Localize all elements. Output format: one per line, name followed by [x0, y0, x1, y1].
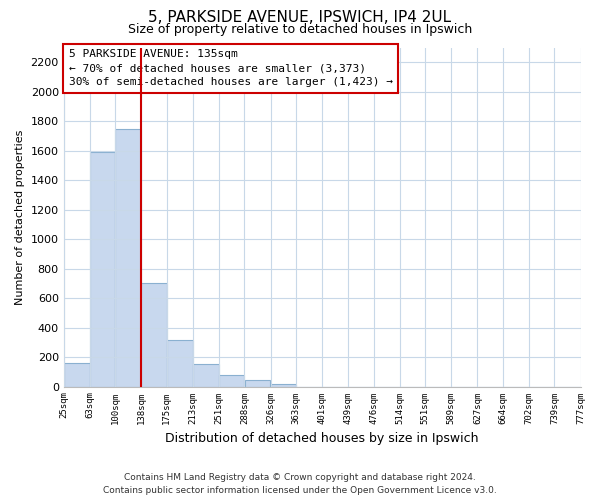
- Bar: [64, 363, 89, 386]
- Bar: [115, 128, 141, 386]
- Bar: [219, 375, 244, 386]
- Bar: [90, 152, 115, 386]
- Bar: [245, 380, 271, 386]
- Bar: [271, 384, 296, 386]
- Text: 5, PARKSIDE AVENUE, IPSWICH, IP4 2UL: 5, PARKSIDE AVENUE, IPSWICH, IP4 2UL: [148, 10, 452, 25]
- Text: Contains HM Land Registry data © Crown copyright and database right 2024.
Contai: Contains HM Land Registry data © Crown c…: [103, 473, 497, 495]
- Text: 5 PARKSIDE AVENUE: 135sqm
← 70% of detached houses are smaller (3,373)
30% of se: 5 PARKSIDE AVENUE: 135sqm ← 70% of detac…: [69, 49, 393, 87]
- Y-axis label: Number of detached properties: Number of detached properties: [15, 130, 25, 304]
- Bar: [167, 340, 193, 386]
- Bar: [142, 284, 167, 387]
- Text: Size of property relative to detached houses in Ipswich: Size of property relative to detached ho…: [128, 22, 472, 36]
- Bar: [193, 364, 219, 386]
- X-axis label: Distribution of detached houses by size in Ipswich: Distribution of detached houses by size …: [166, 432, 479, 445]
